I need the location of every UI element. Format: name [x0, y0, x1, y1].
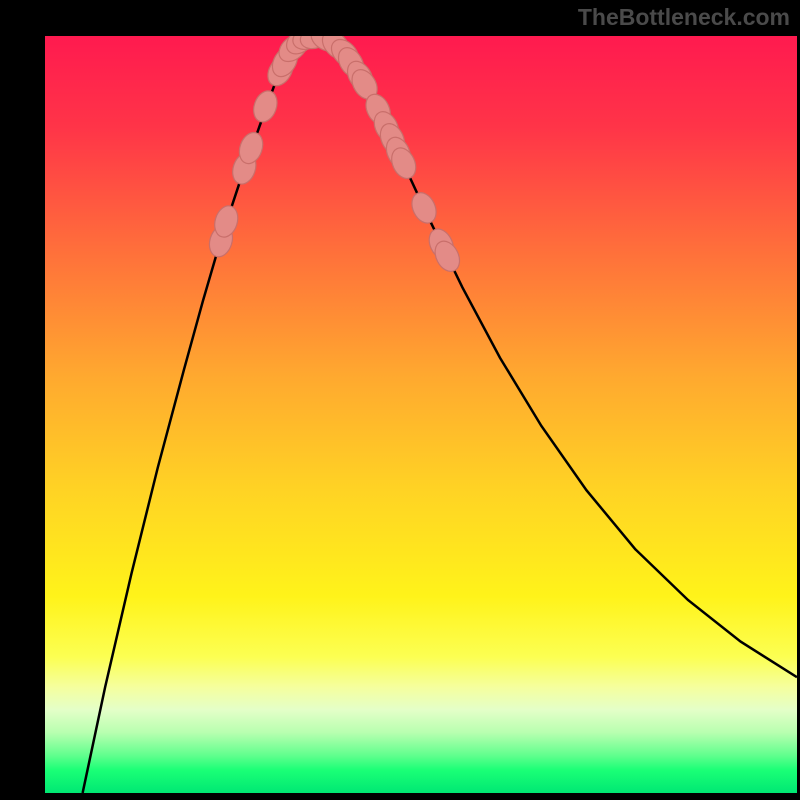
marker-beads-layer — [45, 36, 797, 793]
plot-area — [45, 36, 797, 793]
chart-stage: TheBottleneck.com — [0, 0, 800, 800]
watermark-text: TheBottleneck.com — [578, 4, 790, 31]
bead-marker — [250, 88, 281, 126]
bead-marker — [407, 189, 441, 227]
